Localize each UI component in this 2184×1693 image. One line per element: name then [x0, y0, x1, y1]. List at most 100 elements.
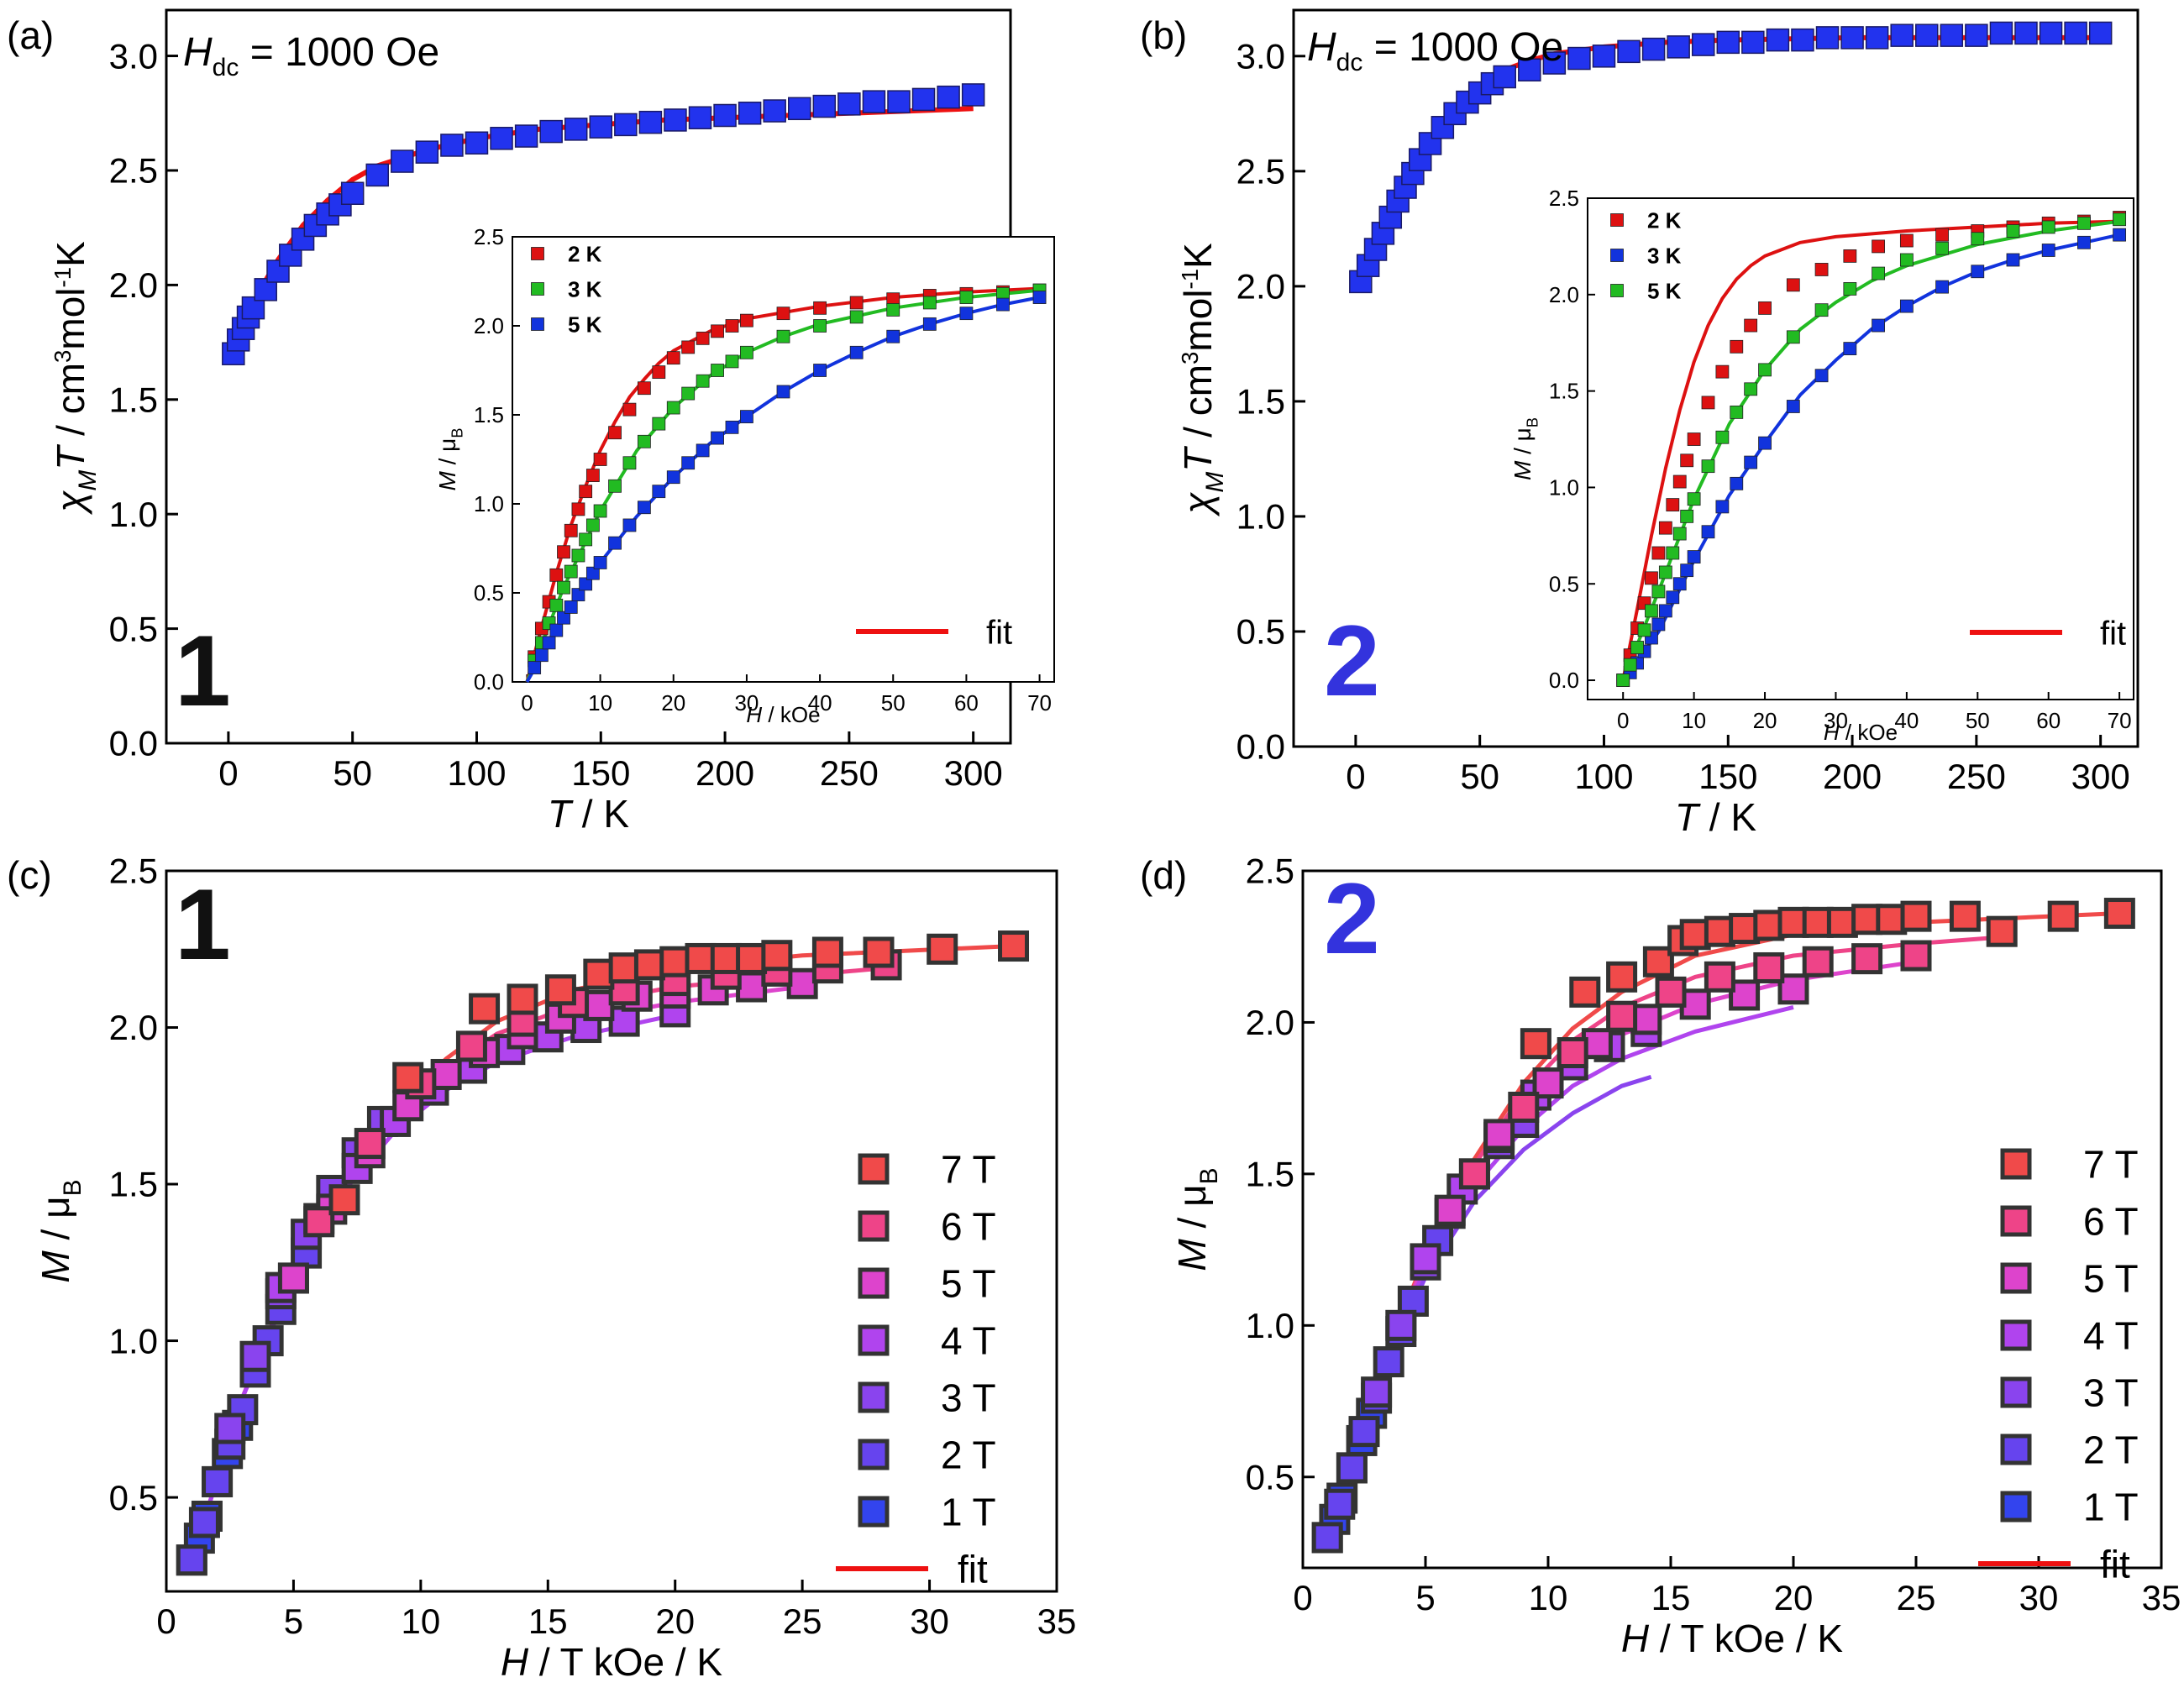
c-xtick-label: 30 [910, 1601, 949, 1641]
d-ytick-label: 2.0 [1246, 1003, 1294, 1042]
b-inset-xtick-label: 60 [2036, 708, 2061, 733]
b-main-point-data [1592, 45, 1616, 68]
b-inset-point-3-K [1651, 617, 1666, 632]
d-xlabel: H / T kOe / K [1621, 1617, 1843, 1660]
d-legend-marker-5 [2000, 1434, 2032, 1465]
c-legend-label-1: 6 T [941, 1205, 996, 1249]
b-main-ytick-label: 0.0 [1236, 727, 1285, 767]
b-inset-point-3-K [1971, 265, 1985, 279]
c-xtick-label: 0 [156, 1601, 176, 1641]
c-legend-marker-2 [858, 1267, 890, 1299]
a-inset-point-5-K [849, 345, 864, 359]
c-ytick-label: 2.5 [109, 852, 158, 891]
b-inset-point-2-K [1658, 521, 1672, 535]
a-inset-point-2-K [849, 296, 864, 310]
d-point-2-T [1311, 1522, 1343, 1554]
a-inset-point-5-K [681, 456, 696, 470]
c-legend-marker-3 [858, 1324, 890, 1356]
panel-b-field-note: Hdc = 1000 Oe [1307, 25, 1563, 76]
c-point-5-T [277, 1262, 309, 1294]
c-ytick-label: 1.5 [109, 1165, 158, 1204]
a-main-ytick-label: 1.5 [109, 380, 158, 419]
a-inset-point-3-K [959, 291, 974, 304]
b-inset-point-3-K [2077, 235, 2091, 249]
b-inset-point-2-K [1786, 278, 1800, 292]
d-legend-marker-4 [2000, 1376, 2032, 1408]
a-inset-point-3-K [696, 374, 710, 388]
b-inset-ytick-label: 1.0 [1549, 475, 1579, 501]
c-point-7-T [685, 942, 717, 974]
d-point-2-T [1373, 1346, 1404, 1378]
d-point-6-T [1508, 1091, 1540, 1123]
a-inset-legend-label-0: fit [986, 614, 1012, 651]
b-main-point-data [1766, 28, 1790, 52]
a-inset-ytick-label: 2.5 [474, 224, 504, 249]
b-inset-series-2-K-fit [1621, 219, 2120, 681]
b-inset-point-2-K [1899, 233, 1914, 248]
c-point-7-T [998, 930, 1030, 962]
b-main-point-data [1741, 30, 1765, 55]
a-main-point-data [490, 127, 513, 150]
c-legend-marker-4 [858, 1381, 890, 1413]
b-main-point-data [1567, 46, 1591, 71]
b-main-xlabel: T / K [1675, 795, 1756, 839]
c-point-4-T [608, 1005, 640, 1037]
a-inset-point-3-K [666, 401, 680, 415]
b-inset-point-5-K [1730, 405, 1744, 419]
a-main-xtick-label: 0 [218, 753, 238, 793]
a-inset-point-5-K [637, 501, 651, 515]
c-legend-label-6: 1 T [941, 1491, 996, 1534]
c-point-5-T [736, 971, 768, 1003]
d-point-5-T [1532, 1067, 1564, 1099]
b-inset-point-2-K [1935, 228, 1949, 242]
d-point-6-T [1458, 1158, 1490, 1190]
a-inset-point-5-K [579, 577, 593, 591]
b-inset-point-2-K [1730, 339, 1744, 354]
d-point-6-T [1557, 1037, 1588, 1069]
b-inset-point-3-K [1935, 280, 1949, 294]
d-legend-label-0: fit [2100, 1543, 2130, 1586]
b-inset-point-2-K [1758, 301, 1772, 315]
b-inset-point-5-K [1658, 565, 1672, 579]
b-main-frame [1292, 8, 2139, 748]
b-main-point-data [1865, 26, 1889, 50]
d-point-7-T [1826, 906, 1858, 938]
b-inset-point-5-K [1744, 382, 1758, 396]
b-main-xtick-label: 0 [1346, 757, 1365, 796]
b-inset-point-3-K [2041, 244, 2055, 257]
b-main-point-data [1815, 26, 1840, 50]
a-main-ytick-label: 0.0 [109, 724, 158, 763]
b-main-point-data [1493, 65, 1516, 89]
a-inset-legend-label-0: 2 K [568, 241, 602, 266]
b-inset-point-5-K [1645, 604, 1658, 618]
a-main-xtick-label: 300 [944, 753, 1003, 793]
b-main-ytick-label: 0.5 [1236, 612, 1285, 652]
a-inset-point-5-K [776, 385, 790, 399]
a-main-point-data [291, 228, 315, 251]
c-legend-marker-5 [858, 1439, 890, 1470]
b-inset-point-2-K [1645, 571, 1658, 585]
b-main-xtick-label: 250 [1947, 757, 2006, 796]
b-inset-legend-label-2: 5 K [1647, 278, 1682, 303]
c-point-3-T [239, 1340, 271, 1372]
b-inset-ytick-label: 2.5 [1549, 186, 1579, 211]
b-main-ytick-label: 2.0 [1236, 267, 1285, 307]
a-inset-point-3-K [608, 479, 622, 493]
b-inset-xlabel: H / kOe [1824, 720, 1898, 745]
b-inset-ylabel: M / μB [1509, 417, 1541, 480]
c-xtick-label: 20 [655, 1601, 695, 1641]
a-inset-point-5-K [528, 661, 542, 674]
c-ylabel: M / μB [34, 1179, 87, 1282]
panel-a-tag: (a) [7, 13, 54, 57]
c-point-6-T [354, 1128, 386, 1160]
b-inset-point-5-K [1758, 363, 1772, 377]
d-point-7-T [1900, 900, 1932, 932]
a-inset-point-2-K [571, 502, 585, 516]
d-point-7-T [1802, 906, 1834, 938]
panel-c: (c) 0 5 10 15 20 25 30 35 0.5 1.0 1.5 2.0 2.5 M / μB H… [7, 852, 1076, 1684]
b-main-point-data [1542, 51, 1567, 75]
a-main-ylabel: χMT / cm3mol-1K [49, 241, 102, 516]
b-main-point-data [2039, 21, 2063, 45]
b-main-ytick-label: 3.0 [1236, 37, 1285, 76]
d-point-7-T [1569, 976, 1601, 1008]
